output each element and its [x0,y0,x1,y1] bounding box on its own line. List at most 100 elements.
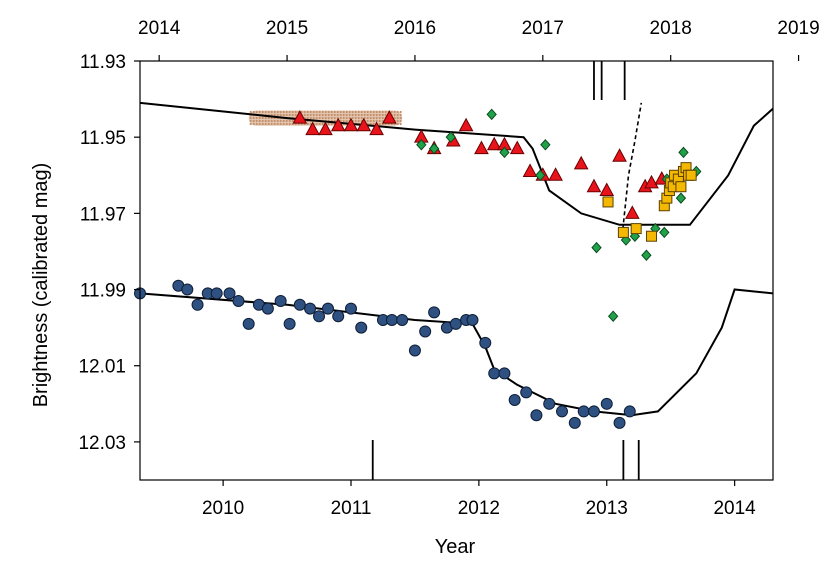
circle-point [274,294,287,307]
square-point [630,223,642,235]
circle-point [223,287,236,300]
band-dot [342,119,345,123]
model-curve-lower [140,288,773,417]
y-tick-label: 11.97 [80,204,126,225]
band-dot [291,110,294,114]
band-dot [309,113,312,117]
band-dot [282,110,285,114]
bottom-x-tick-label: 2011 [331,498,372,519]
diamond-point [641,249,652,262]
top-x-tick-label: 2018 [650,18,692,39]
band-dot [312,110,315,114]
band-dot [357,113,360,117]
band-dot [315,110,318,114]
diamond-point [535,169,546,182]
band-dot [270,119,273,123]
band-dot [354,119,357,123]
circle-point [313,310,326,323]
band-dot [267,116,270,120]
circle-point [385,314,398,327]
top-x-tick-label: 2015 [266,18,308,39]
circle-point [321,302,334,315]
band-dot [348,110,351,114]
band-dot [321,110,324,114]
square-point [675,181,687,193]
band-dot [309,110,312,114]
band-dot [369,122,372,126]
triangle-point [369,121,384,136]
data-points-layer [134,108,702,429]
band-dot [366,113,369,117]
bottom-x-tick-label: 2013 [586,498,628,519]
band-dot [354,116,357,120]
band-dot [318,122,321,126]
band-dot [255,110,258,114]
band-dot [360,113,363,117]
circle-point [261,302,274,315]
axes-layer: 11.93 11.95 11.97 11.99 12.01 12.03 2010 2011 20… [78,18,819,519]
circle-point [556,405,568,418]
triangle-point [382,110,397,124]
circle-point [355,321,368,334]
band-dot [399,122,402,126]
triangle-point [599,182,615,197]
band-dot [396,122,399,126]
band-dot [261,116,264,120]
band-dot [378,119,381,123]
band-dot [342,116,345,120]
diamond-point [675,192,687,204]
band-dot [360,116,363,120]
diamond-point [607,310,619,322]
triangle-point [586,178,602,193]
band-dot [369,113,372,117]
band-dot [255,116,258,120]
band-dot [252,122,255,126]
diamond-point [428,142,440,155]
band-dot [276,113,279,117]
band-dot [282,122,285,126]
top-x-tick-label: 2014 [138,18,181,39]
band-dot [318,113,321,117]
band-dot [279,113,282,117]
band-dot [282,113,285,117]
band-dot [285,110,288,114]
band-dot [375,119,378,123]
band-dot [306,116,309,120]
band-dot [312,113,315,117]
triangle-point [330,117,346,132]
band-dot [249,122,252,126]
band-dot [339,116,342,120]
band-dot [285,113,288,117]
band-dot [261,110,264,114]
band-dot [288,110,291,114]
band-dot [372,119,375,123]
band-dot [381,116,384,120]
band-dot [261,122,264,126]
band-dot [291,119,294,123]
band-dot [393,110,396,114]
circle-point [449,317,462,330]
band-dot [306,110,309,114]
circle-point [508,394,521,407]
band-dot [399,110,402,114]
band-dot [396,113,399,117]
band-dot [375,110,378,114]
band-dot [261,119,264,123]
band-dot [303,110,306,114]
band-dot [294,113,297,117]
band-dot [342,113,345,117]
band-dot [369,119,372,123]
triangle-point [474,140,489,155]
band-dot [366,110,369,114]
top-x-tick-label: 2017 [522,18,564,39]
model-curve-upper [140,101,773,226]
bottom-x-tick-label: 2010 [202,498,244,519]
triangle-point [318,121,333,136]
band-dot [309,116,312,120]
band-dot [360,110,363,114]
circle-point [613,416,626,429]
band-dot [315,113,318,117]
band-dot [339,110,342,114]
diamond-point [659,226,670,239]
band-dot [315,116,318,120]
